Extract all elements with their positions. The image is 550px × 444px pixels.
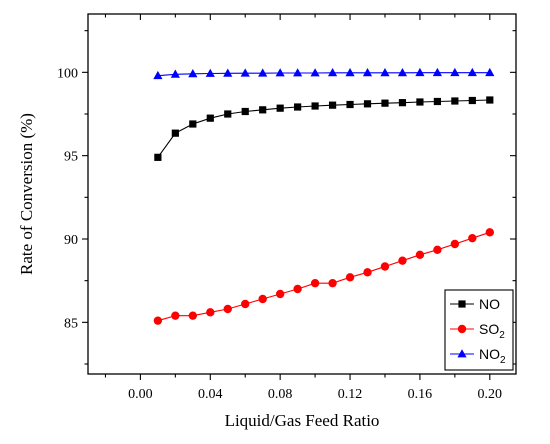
legend-label-main: NO (479, 296, 500, 312)
legend-label: NO2 (479, 346, 506, 366)
data-point-no2 (485, 67, 495, 77)
data-point-no (363, 100, 372, 108)
data-point-so2 (398, 256, 407, 265)
data-point-no (381, 99, 389, 107)
data-point-no2 (310, 68, 320, 77)
data-point-no2 (258, 68, 268, 77)
data-point-so2 (433, 245, 442, 255)
data-point-no (433, 97, 441, 106)
y-tick-label: 85 (64, 316, 78, 331)
legend-label-main: NO (479, 346, 500, 362)
legend-marker (457, 349, 467, 358)
x-tick-label: 0.12 (338, 387, 363, 402)
data-point-so2 (188, 311, 198, 320)
legend-item-no2: NO2 (450, 346, 506, 366)
data-point-no2 (380, 68, 390, 77)
data-point-so2 (171, 311, 180, 320)
y-tick-label: 90 (64, 233, 78, 248)
legend-label: SO2 (479, 321, 505, 341)
data-point-so2 (310, 278, 320, 288)
data-point-no2 (327, 68, 338, 77)
data-point-no2 (240, 68, 250, 77)
data-point-no (398, 99, 407, 107)
data-point-so2 (275, 289, 285, 299)
x-axis-label: Liquid/Gas Feed Ratio (225, 411, 380, 430)
data-point-so2 (380, 262, 390, 271)
data-point-no (416, 98, 424, 106)
data-point-no (451, 97, 459, 105)
y-tick-label: 95 (64, 150, 78, 165)
data-point-no2 (415, 67, 425, 77)
data-point-no (276, 104, 284, 112)
data-point-no2 (467, 67, 477, 77)
y-tick-label: 100 (57, 66, 78, 81)
data-point-so2 (363, 268, 372, 277)
x-tick-label: 0.16 (408, 387, 433, 402)
data-point-no (154, 153, 162, 161)
data-point-no2 (170, 69, 180, 78)
x-tick-label: 0.00 (128, 387, 153, 402)
data-point-no (328, 101, 337, 109)
data-point-no (486, 96, 494, 104)
data-point-so2 (293, 284, 302, 294)
data-point-no (189, 120, 197, 128)
data-point-no (311, 102, 319, 110)
data-point-no (171, 129, 179, 137)
legend-item-so2: SO2 (450, 321, 505, 341)
data-point-no2 (293, 68, 303, 77)
data-point-no2 (397, 68, 408, 77)
plot-frame (87, 13, 517, 375)
legend-item-no: NO (450, 296, 500, 312)
data-point-no2 (450, 67, 460, 77)
data-point-so2 (450, 239, 460, 249)
legend-marker (457, 324, 467, 334)
series-line-no2 (157, 72, 490, 77)
legend-label-subscript: 2 (499, 330, 505, 341)
legend-box (444, 289, 514, 371)
y-axis-label: Rate of Conversion (%) (17, 113, 36, 275)
x-tick-label: 0.08 (268, 387, 293, 402)
x-tick-label: 0.20 (478, 387, 503, 402)
series-so2 (153, 228, 494, 325)
data-point-so2 (485, 228, 494, 237)
data-point-so2 (153, 316, 163, 325)
legend-label-main: SO (479, 321, 499, 337)
series-no2 (153, 67, 495, 80)
data-point-so2 (206, 308, 215, 317)
data-point-no2 (362, 68, 373, 77)
series-line-so2 (157, 231, 490, 322)
data-point-no (294, 103, 302, 111)
data-point-so2 (328, 278, 337, 288)
data-point-no2 (345, 68, 355, 77)
data-point-no2 (153, 70, 163, 80)
legend-label: NO (479, 296, 500, 312)
data-point-so2 (223, 304, 232, 314)
series-no (154, 96, 494, 161)
data-point-so2 (258, 294, 267, 304)
data-point-so2 (345, 273, 355, 282)
y-axis: 85 90 95 100 (57, 30, 516, 365)
data-point-no2 (223, 68, 233, 77)
data-point-no (468, 96, 476, 105)
data-point-no (346, 100, 354, 109)
x-tick-label: 0.04 (198, 387, 223, 402)
data-point-no2 (205, 68, 215, 77)
data-point-no (241, 107, 249, 116)
legend-marker (458, 300, 466, 308)
data-point-so2 (241, 299, 250, 309)
data-point-no (259, 106, 267, 114)
x-axis: 0.00 0.04 0.08 0.12 0.16 0.20 (104, 14, 503, 402)
data-point-so2 (415, 250, 425, 260)
legend-label-subscript: 2 (500, 355, 506, 366)
data-point-no2 (188, 69, 198, 78)
data-point-no (206, 114, 214, 122)
data-point-so2 (468, 233, 477, 243)
data-point-no (224, 110, 232, 118)
data-point-no2 (432, 67, 442, 77)
series-line-no (157, 99, 490, 158)
data-point-no2 (275, 68, 285, 77)
